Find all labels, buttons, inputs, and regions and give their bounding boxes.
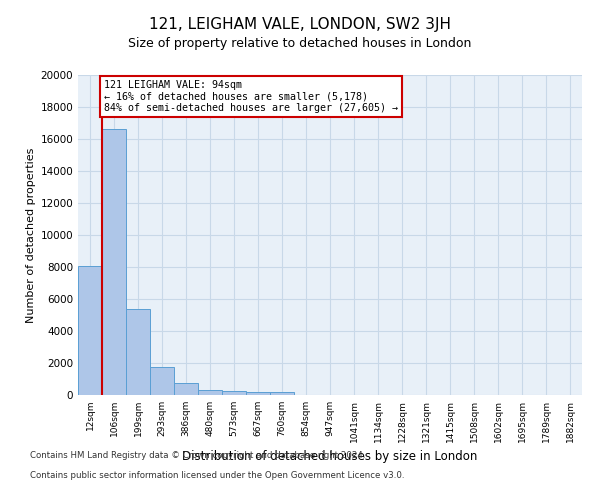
- Text: Contains public sector information licensed under the Open Government Licence v3: Contains public sector information licen…: [30, 470, 404, 480]
- Text: 121, LEIGHAM VALE, LONDON, SW2 3JH: 121, LEIGHAM VALE, LONDON, SW2 3JH: [149, 18, 451, 32]
- X-axis label: Distribution of detached houses by size in London: Distribution of detached houses by size …: [182, 450, 478, 464]
- Bar: [102, 128, 126, 395]
- Text: Contains HM Land Registry data © Crown copyright and database right 2024.: Contains HM Land Registry data © Crown c…: [30, 450, 365, 460]
- Text: 121 LEIGHAM VALE: 94sqm
← 16% of detached houses are smaller (5,178)
84% of semi: 121 LEIGHAM VALE: 94sqm ← 16% of detache…: [104, 80, 398, 113]
- Bar: [198, 390, 222, 395]
- Bar: [246, 392, 270, 395]
- Y-axis label: Number of detached properties: Number of detached properties: [26, 148, 36, 322]
- Bar: [150, 367, 174, 395]
- Bar: [126, 310, 150, 395]
- Text: Size of property relative to detached houses in London: Size of property relative to detached ho…: [128, 38, 472, 51]
- Bar: [222, 391, 246, 395]
- Bar: [270, 392, 294, 395]
- Bar: [174, 383, 198, 395]
- Bar: [78, 266, 102, 395]
